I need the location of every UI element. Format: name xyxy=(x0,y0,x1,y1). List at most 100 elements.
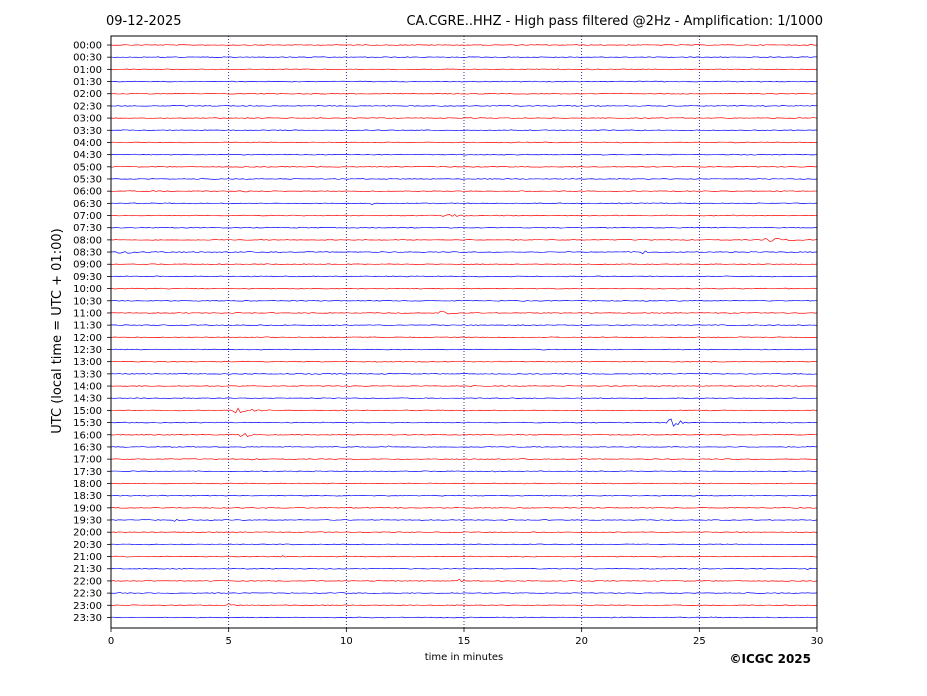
plot-border xyxy=(110,35,818,629)
trace-0630 xyxy=(110,202,818,205)
copyright-label: ©ICGC 2025 xyxy=(729,652,811,666)
row-label-0000: 00:00 xyxy=(73,41,102,52)
row-label-0830: 08:30 xyxy=(73,248,102,259)
vertical-grid xyxy=(228,36,700,628)
row-label-0500: 05:00 xyxy=(73,162,102,173)
trace-1700 xyxy=(110,458,818,461)
trace-1300 xyxy=(110,360,818,363)
trace-0830 xyxy=(110,250,818,255)
row-label-1100: 11:00 xyxy=(73,308,102,319)
x-tick-label-15: 15 xyxy=(458,636,471,647)
x-ticks: 0 5 10 15 20 25 30 xyxy=(108,628,824,647)
trace-0500 xyxy=(110,165,818,168)
row-label-0100: 01:00 xyxy=(73,65,102,76)
trace-1900 xyxy=(110,507,818,509)
trace-2130 xyxy=(110,567,818,571)
trace-1100 xyxy=(110,310,818,315)
row-label-0130: 01:30 xyxy=(73,77,102,88)
row-label-1000: 10:00 xyxy=(73,284,102,295)
row-label-1130: 11:30 xyxy=(73,321,102,332)
trace-1830 xyxy=(110,494,818,497)
trace-0200 xyxy=(110,92,818,95)
trace-0130 xyxy=(110,80,818,83)
trace-0430 xyxy=(110,153,818,156)
trace-0700 xyxy=(110,214,818,217)
row-label-0630: 06:30 xyxy=(73,199,102,210)
trace-2000 xyxy=(110,531,818,534)
x-tick-label-0: 0 xyxy=(108,636,114,647)
row-label-2100: 21:00 xyxy=(73,552,102,563)
y-axis-label: UTC (local time = UTC + 01:00) xyxy=(50,228,65,433)
row-label-1300: 13:00 xyxy=(73,357,102,368)
row-label-0400: 04:00 xyxy=(73,138,102,149)
row-label-1430: 14:30 xyxy=(73,394,102,405)
row-label-0530: 05:30 xyxy=(73,174,102,185)
trace-2100 xyxy=(110,555,818,558)
x-tick-label-30: 30 xyxy=(811,636,824,647)
traces xyxy=(110,44,818,619)
row-label-1530: 15:30 xyxy=(73,418,102,429)
trace-2030 xyxy=(110,543,818,546)
row-label-0600: 06:00 xyxy=(73,187,102,198)
trace-0230 xyxy=(110,105,818,107)
row-label-1400: 14:00 xyxy=(73,382,102,393)
row-label-0730: 07:30 xyxy=(73,223,102,234)
trace-2230 xyxy=(110,592,818,594)
trace-0600 xyxy=(110,190,818,193)
row-label-0230: 02:30 xyxy=(73,101,102,112)
row-label-2200: 22:00 xyxy=(73,576,102,587)
row-label-0800: 08:00 xyxy=(73,235,102,246)
x-tick-label-25: 25 xyxy=(693,636,706,647)
trace-0330 xyxy=(110,129,818,132)
row-label-1330: 13:30 xyxy=(73,369,102,380)
trace-2200 xyxy=(110,578,818,583)
trace-1400 xyxy=(110,385,817,387)
trace-1600 xyxy=(110,433,818,437)
trace-0000 xyxy=(110,44,818,46)
date-label: 09-12-2025 xyxy=(106,14,182,29)
row-label-1700: 17:00 xyxy=(73,455,102,466)
row-label-1230: 12:30 xyxy=(73,345,102,356)
row-label-1930: 19:30 xyxy=(73,516,102,527)
row-label-0700: 07:00 xyxy=(73,211,102,222)
trace-0400 xyxy=(110,141,818,144)
row-label-1200: 12:00 xyxy=(73,333,102,344)
chart-title: CA.CGRE..HHZ - High pass filtered @2Hz -… xyxy=(406,14,823,29)
row-label-1030: 10:30 xyxy=(73,296,102,307)
trace-0900 xyxy=(110,263,818,266)
x-tick-label-10: 10 xyxy=(340,636,353,647)
trace-1200 xyxy=(110,336,818,339)
trace-1130 xyxy=(110,324,818,326)
row-label-1500: 15:00 xyxy=(73,406,102,417)
row-label-0200: 02:00 xyxy=(73,89,102,100)
row-label-2230: 22:30 xyxy=(73,589,102,600)
trace-1230 xyxy=(110,348,818,351)
row-label-2300: 23:00 xyxy=(73,601,102,612)
trace-2330 xyxy=(110,616,818,619)
trace-0930 xyxy=(110,275,818,278)
row-label-0900: 09:00 xyxy=(73,260,102,271)
row-label-1600: 16:00 xyxy=(73,430,102,441)
row-label-1630: 16:30 xyxy=(73,442,102,453)
trace-2300 xyxy=(110,603,818,607)
trace-1500 xyxy=(110,407,818,414)
row-label-0330: 03:30 xyxy=(73,126,102,137)
trace-1330 xyxy=(110,373,818,375)
row-label-2130: 21:30 xyxy=(73,564,102,575)
row-label-0430: 04:30 xyxy=(73,150,102,161)
row-label-2330: 23:30 xyxy=(73,613,102,624)
trace-0530 xyxy=(110,178,818,180)
x-axis-label: time in minutes xyxy=(425,652,504,663)
row-label-2030: 20:30 xyxy=(73,540,102,551)
row-label-1830: 18:30 xyxy=(73,491,102,502)
trace-0100 xyxy=(110,68,818,71)
row-label-1800: 18:00 xyxy=(73,479,102,490)
trace-1630 xyxy=(110,445,818,448)
x-tick-label-20: 20 xyxy=(575,636,588,647)
row-label-1900: 19:00 xyxy=(73,503,102,514)
trace-1730 xyxy=(110,470,818,473)
trace-0030 xyxy=(110,56,818,58)
trace-1000 xyxy=(110,287,818,290)
